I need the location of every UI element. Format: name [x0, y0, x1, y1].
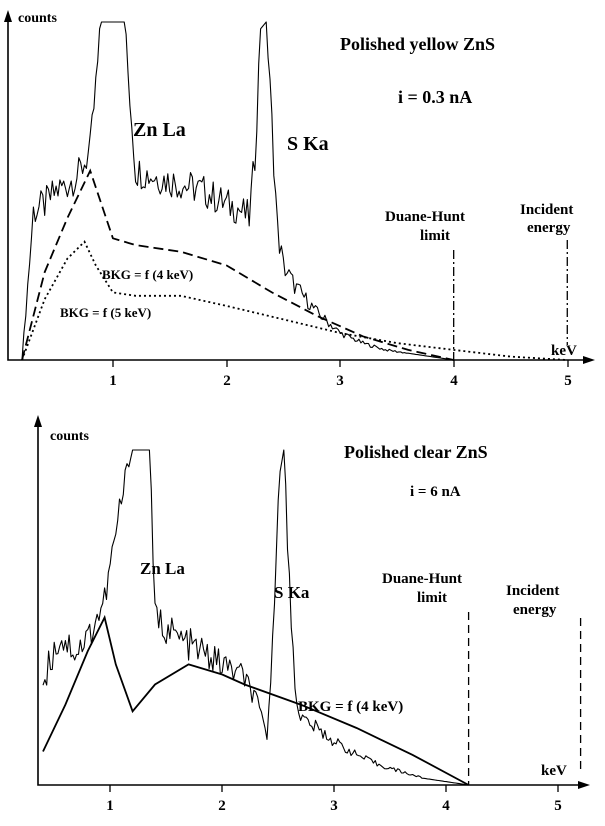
top-bkg1-label: BKG = f (4 keV): [102, 267, 193, 282]
bottom-tick-label-2: 2: [218, 798, 226, 814]
bottom-tick-label-5: 5: [554, 798, 562, 814]
bottom-axes: [37, 425, 580, 786]
top-y-arrow: [4, 10, 12, 22]
top-bkg2-label: BKG = f (5 keV): [60, 305, 151, 320]
top-x-arrow: [583, 356, 595, 364]
top-peak1-label: Zn La: [133, 119, 186, 141]
top-peak2-label: S Ka: [287, 133, 329, 155]
bottom-tick-label-1: 1: [106, 798, 114, 814]
top-xlabel: keV: [551, 343, 577, 359]
top-axes: [7, 20, 585, 361]
top-title: Polished yellow ZnS: [340, 34, 495, 54]
bottom-bkg1-label: BKG = f (4 keV): [298, 699, 403, 715]
bottom-tick-label-3: 3: [330, 798, 338, 814]
top-tick-label-3: 3: [336, 373, 344, 389]
bottom-peak1-label: Zn La: [140, 559, 185, 578]
bottom-xlabel: keV: [541, 763, 567, 779]
top-subtitle: i = 0.3 nA: [398, 87, 472, 107]
bottom-ylabel: counts: [50, 429, 89, 444]
bottom-peak2-label: S Ka: [274, 583, 310, 602]
bottom-bkg-4kev-line: [42, 614, 470, 786]
top-tick-label-5: 5: [564, 373, 572, 389]
bottom-inc-label-2: energy: [513, 602, 557, 618]
bottom-inc-label-1: Incident: [506, 583, 559, 599]
top-chart: counts Polished yellow ZnS i = 0.3 nA Zn…: [4, 10, 595, 389]
bottom-x-arrow: [578, 781, 590, 789]
bottom-dh-label-2: limit: [417, 590, 447, 606]
top-spectrum-line: [21, 21, 454, 361]
bottom-subtitle: i = 6 nA: [410, 484, 461, 500]
top-bkg-5kev-line: [21, 240, 568, 361]
top-inc-label-2: energy: [527, 220, 571, 236]
bottom-tick-label-4: 4: [442, 798, 450, 814]
top-dh-label-1: Duane-Hunt: [385, 209, 465, 225]
top-dh-label-2: limit: [420, 228, 450, 244]
bottom-y-arrow: [34, 415, 42, 427]
bottom-dh-label-1: Duane-Hunt: [382, 571, 462, 587]
top-bkg-4kev-line: [21, 168, 454, 361]
top-tick-label-1: 1: [109, 373, 117, 389]
top-tick-label-2: 2: [223, 373, 231, 389]
top-ylabel: counts: [18, 11, 57, 26]
bottom-chart: counts Polished clear ZnS i = 6 nA Zn La…: [34, 415, 590, 814]
bottom-title: Polished clear ZnS: [344, 442, 488, 462]
bottom-spectrum-line: [42, 449, 469, 786]
top-tick-label-4: 4: [450, 373, 458, 389]
top-inc-label-1: Incident: [520, 202, 573, 218]
